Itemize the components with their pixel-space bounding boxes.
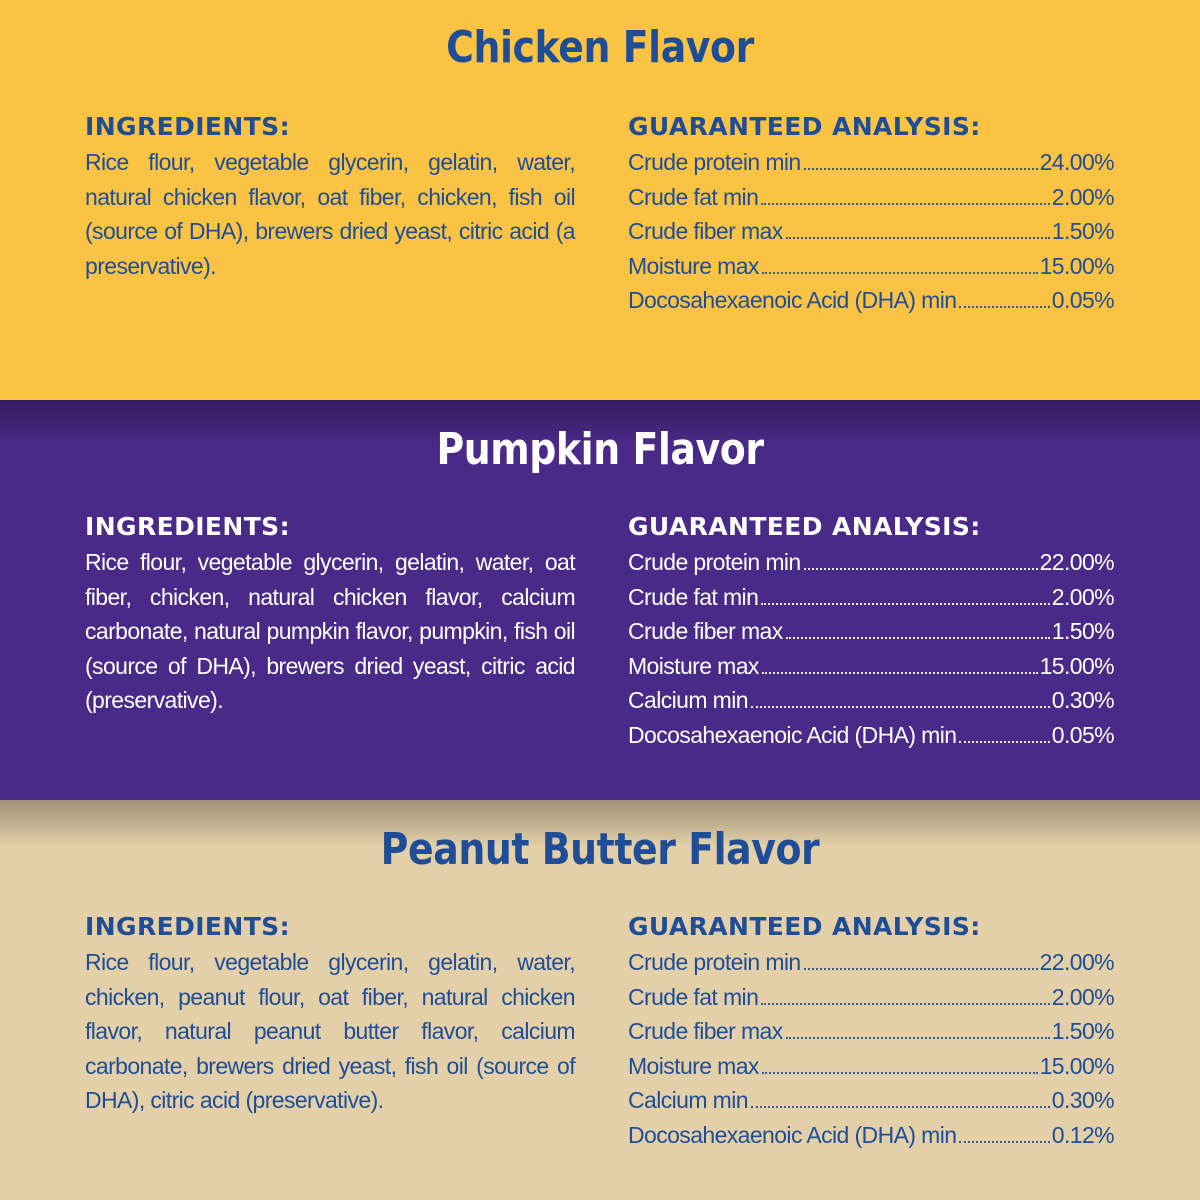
- dot-leader: [803, 968, 1038, 970]
- peanut-butter-flavor-title: Peanut Butter Flavor: [380, 824, 820, 875]
- analysis-row: Docosahexaenoic Acid (DHA) min 0.05%: [628, 718, 1115, 753]
- dot-leader: [761, 1071, 1038, 1074]
- chicken-ingredients-block: INGREDIENTS: Rice flour, vegetable glyce…: [85, 112, 576, 283]
- pumpkin-analysis-block: GUARANTEED ANALYSIS: Crude protein min 22…: [628, 512, 1115, 753]
- analysis-label: Moisture max: [628, 1052, 759, 1079]
- analysis-value: 1.50%: [1051, 618, 1115, 644]
- analysis-value: 1.50%: [1051, 218, 1115, 244]
- analysis-value: 0.05%: [1051, 721, 1115, 748]
- dot-leader: [803, 568, 1038, 570]
- dot-leader: [761, 271, 1038, 274]
- analysis-label: Crude fiber max: [628, 1018, 783, 1044]
- analysis-row: Crude fat min 2.00%: [628, 580, 1115, 615]
- analysis-label: Crude protein min: [628, 949, 801, 975]
- analysis-row: Crude fiber max 1.50%: [628, 1014, 1115, 1049]
- peanut-butter-analysis-list: Crude protein min 22.00% Crude fat min 2.00…: [628, 945, 1115, 1153]
- dot-leader: [761, 202, 1050, 205]
- analysis-label: Crude protein min: [628, 549, 801, 575]
- dot-leader: [761, 1002, 1050, 1005]
- dot-leader: [959, 306, 1050, 308]
- dot-leader: [761, 602, 1050, 605]
- analysis-value: 0.30%: [1051, 1087, 1115, 1113]
- analysis-row: Moisture max 15.00%: [628, 649, 1115, 684]
- analysis-row: Crude fiber max 1.50%: [628, 614, 1115, 649]
- pumpkin-flavor-title: Pumpkin Flavor: [436, 424, 764, 475]
- analysis-label: Crude fiber max: [628, 618, 783, 644]
- analysis-label: Moisture max: [628, 252, 759, 279]
- peanut-butter-flavor-panel: Peanut Butter Flavor INGREDIENTS: Rice f…: [0, 800, 1200, 1200]
- chicken-analysis-block: GUARANTEED ANALYSIS: Crude protein min 24…: [628, 112, 1115, 318]
- analysis-value: 0.12%: [1051, 1121, 1115, 1148]
- peanut-butter-ingredients-text: Rice flour, vegetable glycerin, gelatin,…: [85, 949, 576, 1113]
- analysis-row: Calcium min 0.30%: [628, 1083, 1115, 1118]
- analysis-label: Moisture max: [628, 652, 759, 679]
- pumpkin-ingredients-text: Rice flour, vegetable glycerin, gelatin,…: [85, 549, 576, 713]
- pumpkin-analysis-heading: GUARANTEED ANALYSIS:: [628, 512, 981, 541]
- analysis-value: 24.00%: [1039, 149, 1115, 175]
- pumpkin-analysis-list: Crude protein min 22.00% Crude fat min 2.00…: [628, 545, 1115, 753]
- analysis-label: Crude fat min: [628, 183, 759, 210]
- analysis-row: Calcium min 0.30%: [628, 683, 1115, 718]
- dot-leader: [785, 237, 1050, 239]
- analysis-value: 2.00%: [1051, 983, 1115, 1010]
- analysis-label: Crude fat min: [628, 983, 759, 1010]
- dot-leader: [803, 168, 1038, 170]
- dot-leader: [761, 671, 1038, 674]
- dot-leader: [750, 1106, 1050, 1108]
- chicken-ingredients-heading: INGREDIENTS:: [85, 112, 290, 141]
- analysis-row: Crude protein min 24.00%: [628, 145, 1115, 180]
- pumpkin-flavor-panel: Pumpkin Flavor INGREDIENTS: Rice flour, …: [0, 400, 1200, 800]
- analysis-label: Crude fiber max: [628, 218, 783, 244]
- analysis-value: 15.00%: [1039, 252, 1115, 279]
- analysis-label: Docosahexaenoic Acid (DHA) min: [628, 1121, 957, 1148]
- analysis-value: 22.00%: [1039, 949, 1115, 975]
- chicken-flavor-title: Chicken Flavor: [446, 22, 754, 73]
- peanut-butter-analysis-block: GUARANTEED ANALYSIS: Crude protein min 22…: [628, 912, 1115, 1153]
- analysis-value: 2.00%: [1051, 183, 1115, 210]
- analysis-row: Moisture max 15.00%: [628, 249, 1115, 284]
- analysis-label: Crude protein min: [628, 149, 801, 175]
- analysis-row: Crude protein min 22.00%: [628, 545, 1115, 580]
- analysis-row: Crude fat min 2.00%: [628, 980, 1115, 1015]
- analysis-label: Calcium min: [628, 687, 749, 713]
- analysis-value: 1.50%: [1051, 1018, 1115, 1044]
- dot-leader: [750, 706, 1050, 708]
- pumpkin-ingredients-heading: INGREDIENTS:: [85, 512, 290, 541]
- analysis-row: Docosahexaenoic Acid (DHA) min 0.05%: [628, 283, 1115, 318]
- peanut-butter-analysis-heading: GUARANTEED ANALYSIS:: [628, 912, 981, 941]
- chicken-ingredients-text: Rice flour, vegetable glycerin, gelatin,…: [85, 149, 576, 279]
- analysis-value: 22.00%: [1039, 549, 1115, 575]
- chicken-analysis-list: Crude protein min 24.00% Crude fat min 2.00…: [628, 145, 1115, 318]
- analysis-row: Moisture max 15.00%: [628, 1049, 1115, 1084]
- analysis-value: 0.05%: [1051, 287, 1115, 313]
- peanut-butter-ingredients-block: INGREDIENTS: Rice flour, vegetable glyce…: [85, 912, 576, 1118]
- analysis-value: 15.00%: [1039, 1052, 1115, 1079]
- dot-leader: [785, 637, 1050, 639]
- analysis-row: Crude fat min 2.00%: [628, 180, 1115, 215]
- analysis-value: 0.30%: [1051, 687, 1115, 713]
- analysis-value: 2.00%: [1051, 583, 1115, 610]
- analysis-row: Crude fiber max 1.50%: [628, 214, 1115, 249]
- dot-leader: [785, 1037, 1050, 1039]
- pumpkin-ingredients-block: INGREDIENTS: Rice flour, vegetable glyce…: [85, 512, 576, 718]
- analysis-label: Docosahexaenoic Acid (DHA) min: [628, 287, 957, 313]
- dot-leader: [959, 1140, 1050, 1143]
- analysis-label: Calcium min: [628, 1087, 749, 1113]
- analysis-label: Docosahexaenoic Acid (DHA) min: [628, 721, 957, 748]
- analysis-row: Docosahexaenoic Acid (DHA) min 0.12%: [628, 1118, 1115, 1153]
- analysis-label: Crude fat min: [628, 583, 759, 610]
- chicken-flavor-panel: Chicken Flavor INGREDIENTS: Rice flour, …: [0, 0, 1200, 400]
- chicken-analysis-heading: GUARANTEED ANALYSIS:: [628, 112, 981, 141]
- analysis-row: Crude protein min 22.00%: [628, 945, 1115, 980]
- dot-leader: [959, 740, 1050, 743]
- analysis-value: 15.00%: [1039, 652, 1115, 679]
- peanut-butter-ingredients-heading: INGREDIENTS:: [85, 912, 290, 941]
